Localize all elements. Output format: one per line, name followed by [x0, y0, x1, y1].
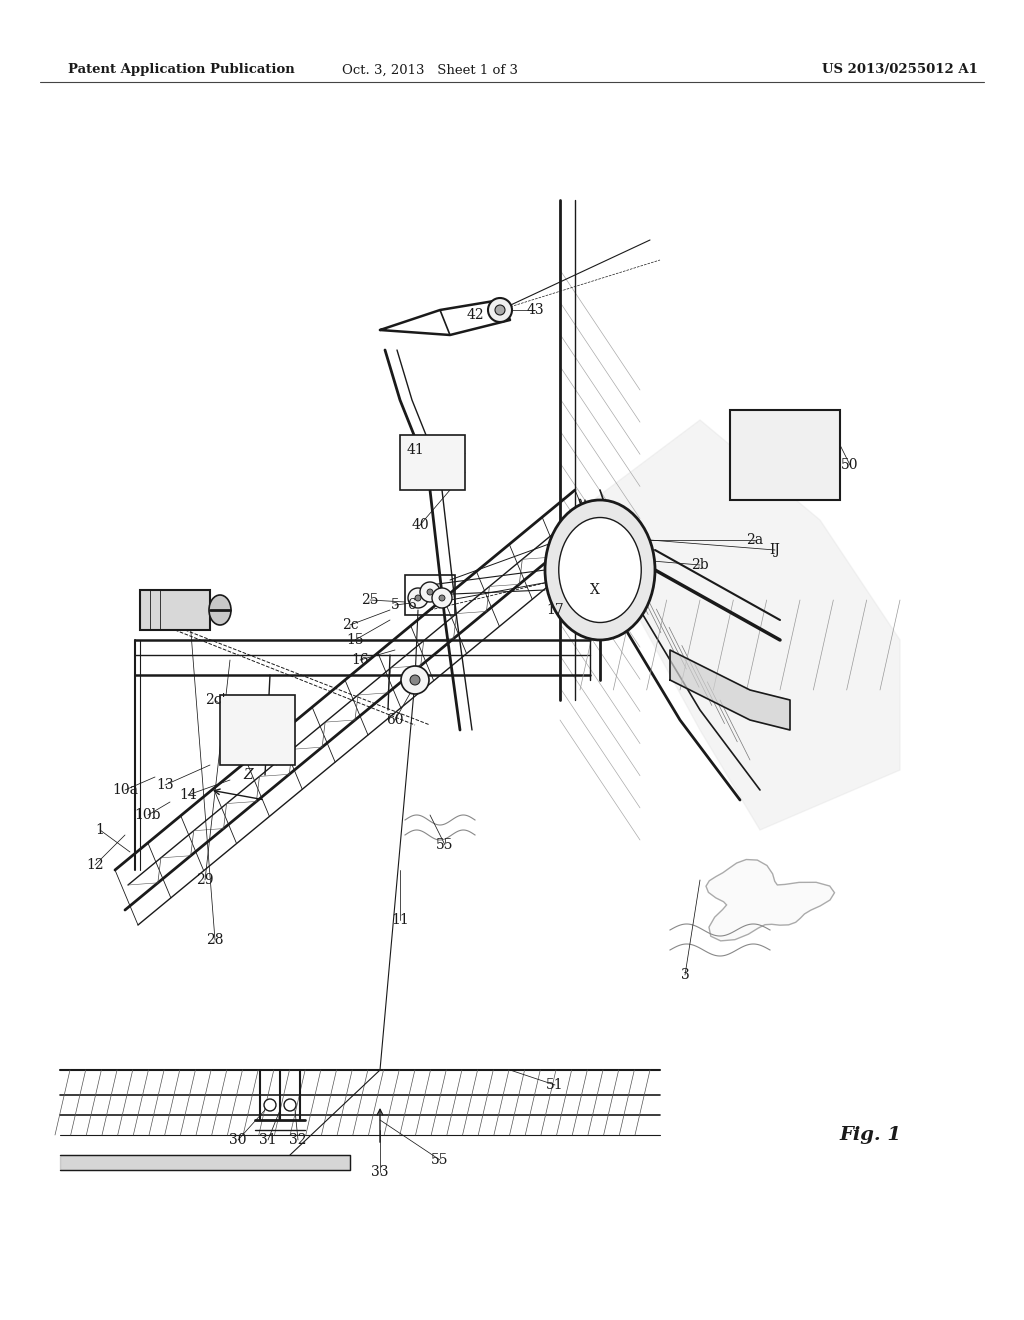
Circle shape [408, 587, 428, 609]
Polygon shape [706, 859, 835, 941]
Text: 16: 16 [351, 653, 369, 667]
Text: 5: 5 [390, 598, 399, 612]
Ellipse shape [545, 500, 655, 640]
Text: 55: 55 [431, 1152, 449, 1167]
Circle shape [432, 587, 452, 609]
Text: 13: 13 [157, 777, 174, 792]
Circle shape [439, 595, 445, 601]
Bar [140, 590, 210, 630]
Text: US 2013/0255012 A1: US 2013/0255012 A1 [822, 63, 978, 77]
Text: 41: 41 [407, 444, 424, 457]
Polygon shape [580, 420, 900, 830]
Circle shape [401, 667, 429, 694]
Text: IJ: IJ [770, 543, 780, 557]
Circle shape [488, 298, 512, 322]
Text: 43: 43 [526, 304, 544, 317]
Text: 51: 51 [546, 1078, 564, 1092]
Circle shape [410, 675, 420, 685]
Text: Patent Application Publication: Patent Application Publication [68, 63, 295, 77]
Text: 3: 3 [681, 968, 689, 982]
Text: 31: 31 [259, 1133, 276, 1147]
Text: 30: 30 [229, 1133, 247, 1147]
Text: 1: 1 [95, 822, 104, 837]
Text: 15: 15 [346, 634, 364, 647]
Text: 42: 42 [466, 308, 483, 322]
Text: 17: 17 [546, 603, 564, 616]
Text: 2c: 2c [342, 618, 358, 632]
Polygon shape [60, 1155, 350, 1170]
Text: 55: 55 [436, 838, 454, 851]
Ellipse shape [559, 517, 641, 623]
Circle shape [495, 305, 505, 315]
Ellipse shape [209, 595, 231, 624]
Text: 28: 28 [206, 933, 224, 946]
Bar [730, 411, 840, 500]
Circle shape [264, 1100, 276, 1111]
Text: 6: 6 [408, 598, 417, 612]
Circle shape [427, 589, 433, 595]
Bar [220, 696, 295, 766]
Circle shape [420, 582, 440, 602]
Bar [406, 576, 455, 615]
Text: Fig. 1: Fig. 1 [839, 1126, 901, 1144]
Text: 32: 32 [289, 1133, 307, 1147]
Text: 2a: 2a [746, 533, 764, 546]
Text: 12: 12 [86, 858, 103, 873]
Text: Z: Z [243, 768, 253, 781]
Text: Oct. 3, 2013   Sheet 1 of 3: Oct. 3, 2013 Sheet 1 of 3 [342, 63, 518, 77]
Text: 10b: 10b [135, 808, 161, 822]
Text: 25: 25 [361, 593, 379, 607]
Text: X: X [590, 583, 600, 597]
Circle shape [415, 595, 421, 601]
Circle shape [284, 1100, 296, 1111]
Text: 50: 50 [842, 458, 859, 473]
Text: 33: 33 [372, 1166, 389, 1179]
Text: 14: 14 [179, 788, 197, 803]
Text: 11: 11 [391, 913, 409, 927]
Bar [400, 436, 465, 490]
Text: 10a: 10a [112, 783, 138, 797]
Text: 2c': 2c' [205, 693, 225, 708]
Text: 60: 60 [386, 713, 403, 727]
Text: 2b: 2b [691, 558, 709, 572]
Polygon shape [670, 649, 790, 730]
Text: 40: 40 [412, 517, 429, 532]
Text: 29: 29 [197, 873, 214, 887]
